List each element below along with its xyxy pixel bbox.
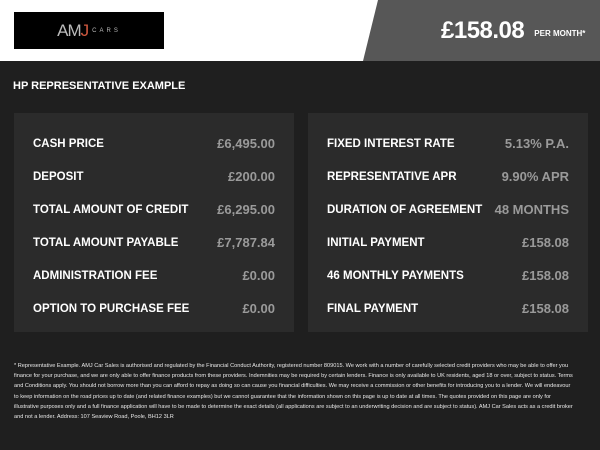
finance-label: ADMINISTRATION FEE — [33, 269, 158, 282]
finance-row: REPRESENTATIVE APR 9.90% APR — [327, 160, 569, 193]
finance-label: 46 MONTHLY PAYMENTS — [327, 269, 464, 282]
finance-label: OPTION TO PURCHASE FEE — [33, 302, 190, 315]
finance-value: 48 MONTHS — [494, 202, 569, 217]
finance-value: £6,295.00 — [217, 202, 275, 217]
header: AMJ CARS £158.08 PER MONTH* — [0, 0, 600, 61]
finance-row: INITIAL PAYMENT £158.08 — [327, 226, 569, 259]
finance-label: FIXED INTEREST RATE — [327, 137, 455, 150]
finance-label: DURATION OF AGREEMENT — [327, 203, 483, 216]
finance-row: OPTION TO PURCHASE FEE £0.00 — [33, 292, 275, 325]
right-finance-panel: FIXED INTEREST RATE 5.13% P.A. REPRESENTAT… — [308, 113, 588, 332]
finance-row: CASH PRICE £6,495.00 — [33, 127, 275, 160]
monthly-price: £158.08 — [441, 16, 525, 44]
section-title: HP REPRESENTATIVE EXAMPLE — [13, 80, 186, 92]
finance-value: 5.13% P.A. — [504, 136, 569, 151]
finance-row: ADMINISTRATION FEE £0.00 — [33, 259, 275, 292]
finance-value: £0.00 — [242, 301, 275, 316]
finance-row: TOTAL AMOUNT PAYABLE £7,787.84 — [33, 226, 275, 259]
monthly-price-box: £158.08 PER MONTH* — [363, 0, 600, 61]
finance-label: CASH PRICE — [33, 137, 104, 150]
finance-label: INITIAL PAYMENT — [327, 236, 425, 249]
finance-label: FINAL PAYMENT — [327, 302, 419, 315]
amj-cars-logo[interactable]: AMJ CARS — [14, 12, 164, 49]
finance-label: REPRESENTATIVE APR — [327, 170, 457, 183]
finance-value: £200.00 — [228, 169, 275, 184]
finance-label: DEPOSIT — [33, 170, 84, 183]
finance-label: TOTAL AMOUNT PAYABLE — [33, 236, 179, 249]
finance-value: £158.08 — [522, 235, 569, 250]
disclaimer-text: * Representative Example. AMJ Car Sales … — [14, 363, 573, 421]
left-finance-panel: CASH PRICE £6,495.00 DEPOSIT £200.00 TOTAL A… — [14, 113, 294, 332]
finance-row: DURATION OF AGREEMENT 48 MONTHS — [327, 193, 569, 226]
finance-row: DEPOSIT £200.00 — [33, 160, 275, 193]
finance-value: 9.90% APR — [501, 169, 569, 184]
finance-value: £7,787.84 — [217, 235, 275, 250]
finance-row: TOTAL AMOUNT OF CREDIT £6,295.00 — [33, 193, 275, 226]
finance-row: 46 MONTHLY PAYMENTS £158.08 — [327, 259, 569, 292]
finance-label: TOTAL AMOUNT OF CREDIT — [33, 203, 189, 216]
finance-row: FINAL PAYMENT £158.08 — [327, 292, 569, 325]
per-month-label: PER MONTH* — [534, 29, 586, 38]
finance-value: £6,495.00 — [217, 136, 275, 151]
finance-value: £0.00 — [242, 268, 275, 283]
finance-value: £158.08 — [522, 268, 569, 283]
finance-row: FIXED INTEREST RATE 5.13% P.A. — [327, 127, 569, 160]
finance-value: £158.08 — [522, 301, 569, 316]
